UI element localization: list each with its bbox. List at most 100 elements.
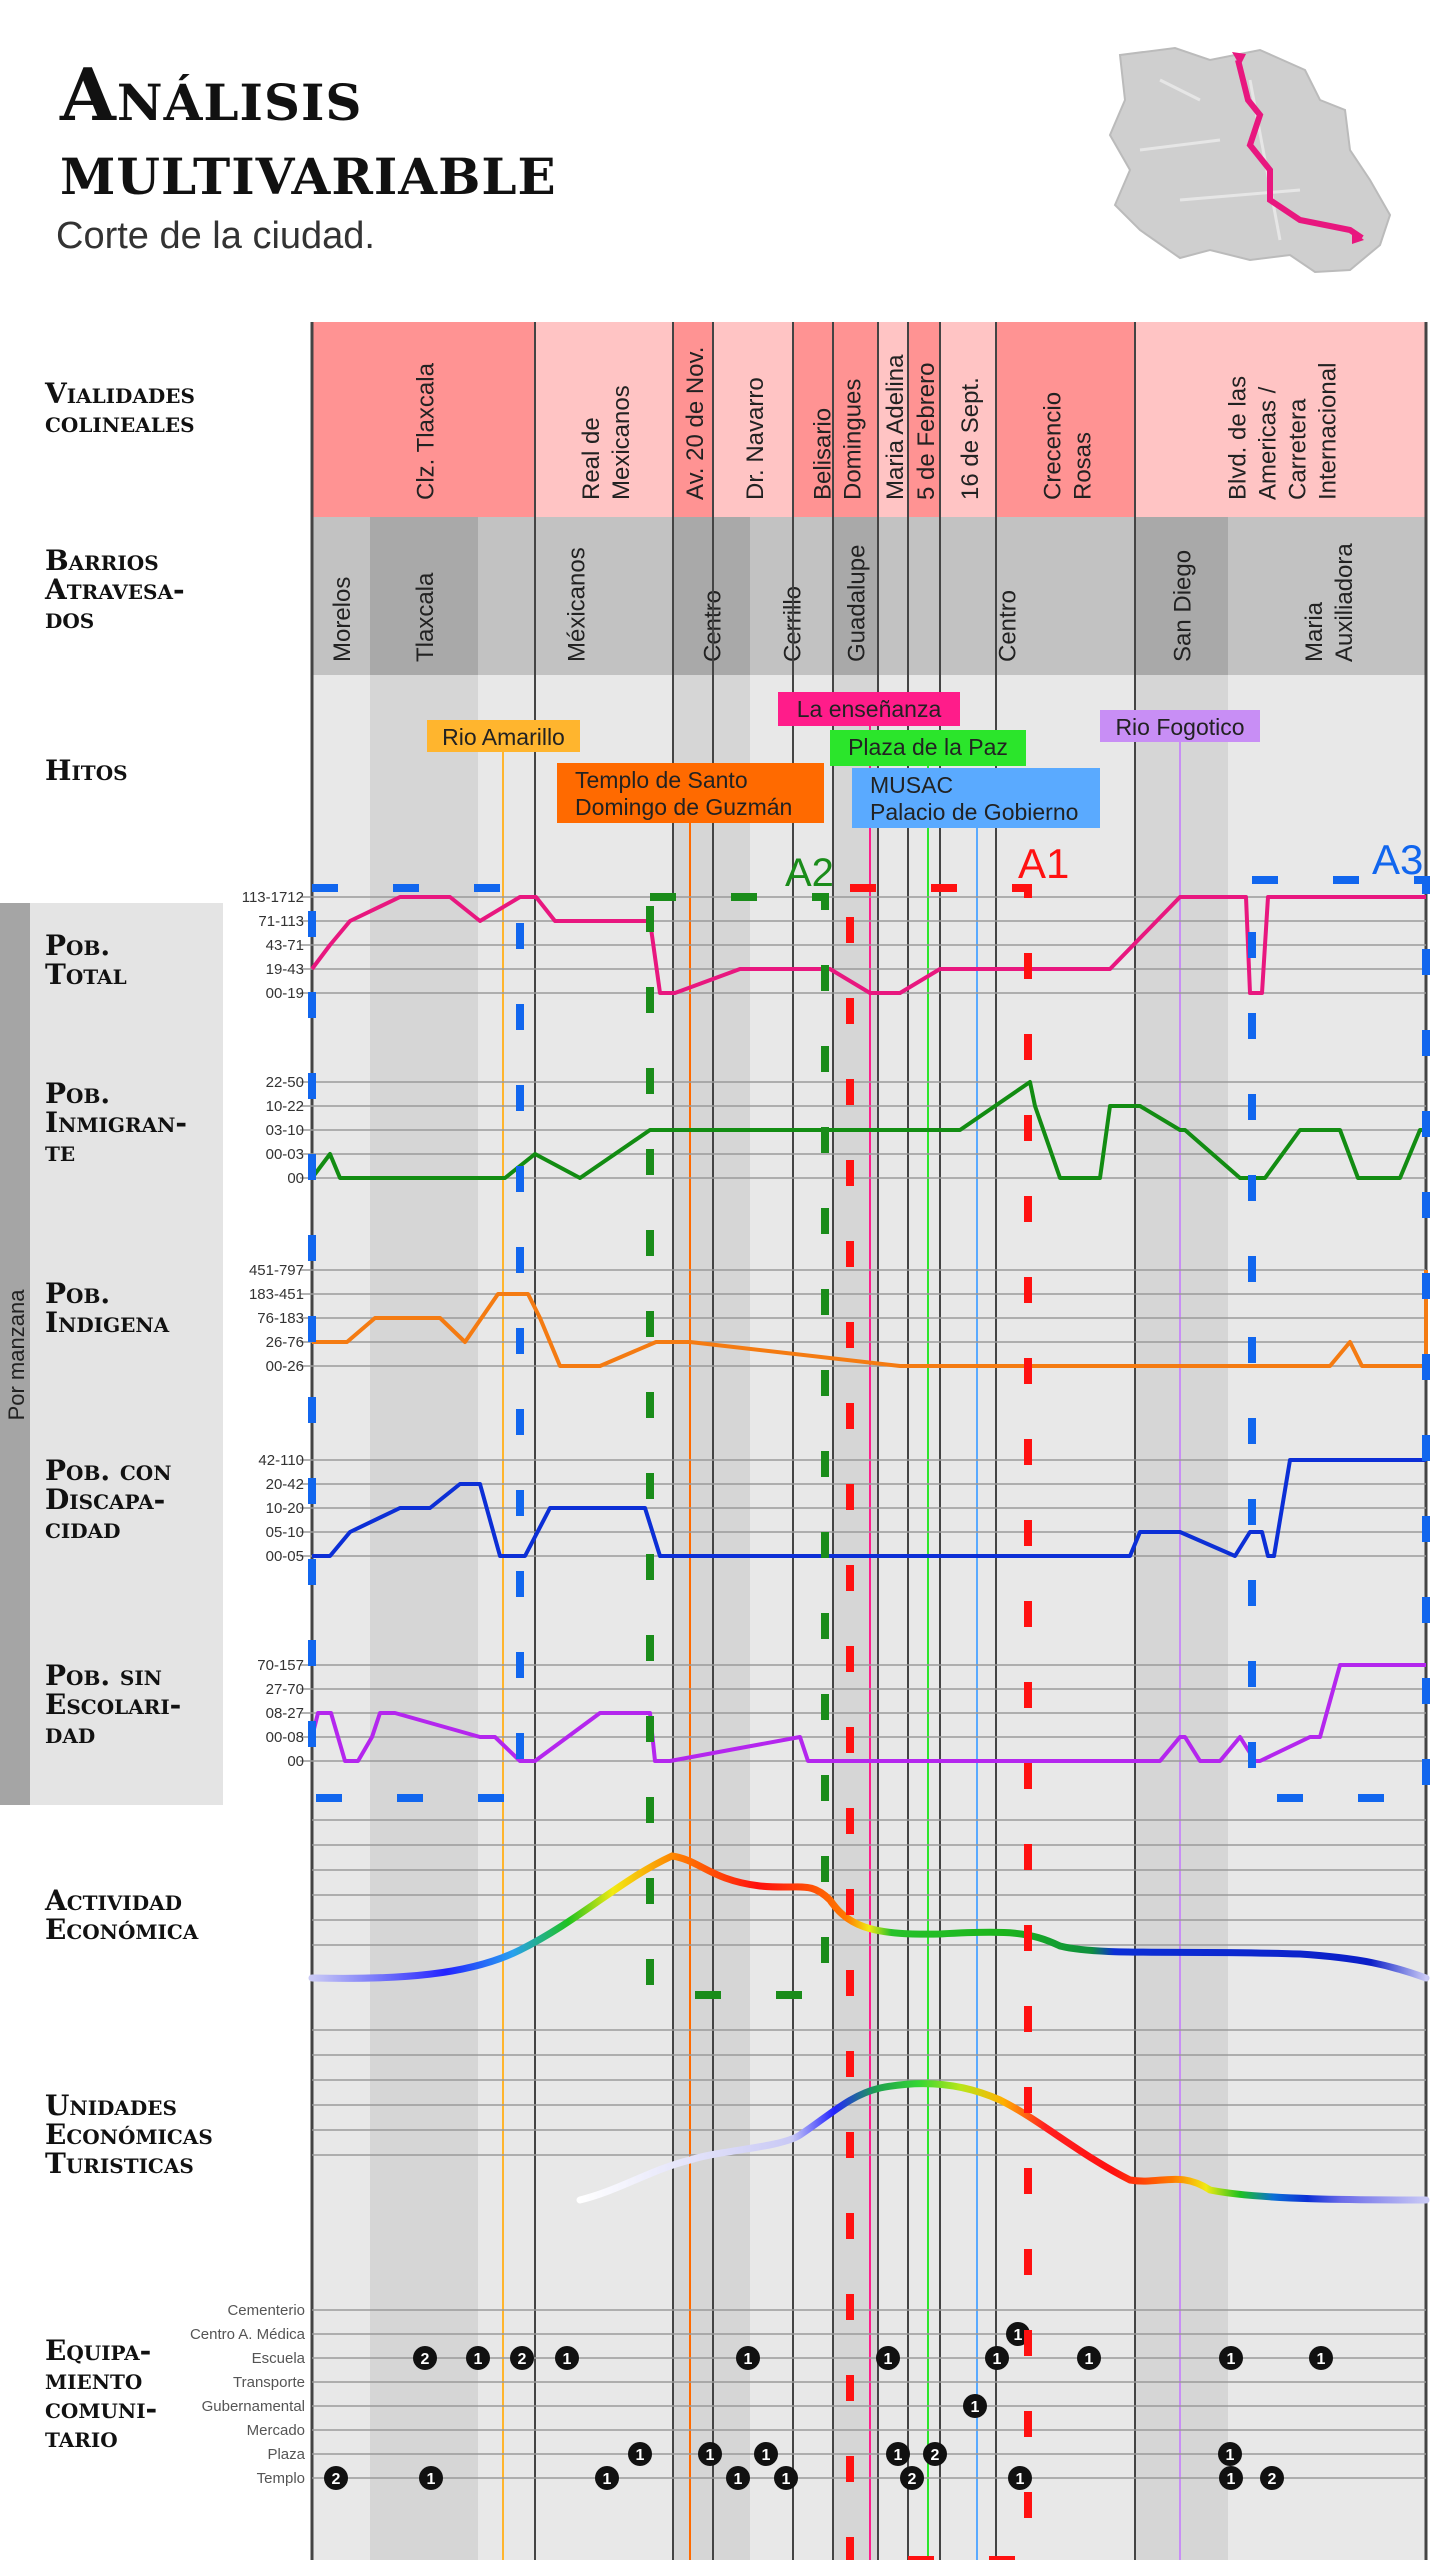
level-label: 00-19 xyxy=(266,985,304,1002)
equip-marker: 1 xyxy=(698,2442,722,2466)
street-label: Americas / xyxy=(1255,386,1282,500)
street-band-6 xyxy=(908,322,940,517)
equip-marker-dot xyxy=(900,2466,924,2490)
equip-marker-dot xyxy=(754,2442,778,2466)
unidades-curve xyxy=(576,2080,1430,2204)
equip-category-label: Cementerio xyxy=(227,2302,305,2319)
side-label: Por manzana xyxy=(4,1289,29,1421)
equip-marker-count: 1 xyxy=(971,2399,980,2416)
column-shade-4 xyxy=(750,675,833,2560)
street-label: Mexicanos xyxy=(608,385,635,500)
equip-marker-count: 2 xyxy=(332,2471,341,2488)
equip-marker-dot xyxy=(466,2346,490,2370)
street-band-5 xyxy=(878,322,908,517)
equip-marker-count: 2 xyxy=(421,2351,430,2368)
row-label-unidades: Turisticas xyxy=(45,2147,194,2180)
level-label: 00-26 xyxy=(266,1358,304,1375)
hito-label: Rio Fogotico xyxy=(1115,714,1244,740)
row-label-equipamiento: tario xyxy=(45,2421,118,2454)
street-label: Rosas xyxy=(1070,432,1097,500)
side-bar xyxy=(0,903,30,1805)
row-label-unidades: Unidades xyxy=(45,2089,177,2122)
equip-category-label: Mercado xyxy=(247,2422,305,2439)
equip-marker-dot xyxy=(1219,2346,1243,2370)
equip-marker-dot xyxy=(698,2442,722,2466)
street-band-2 xyxy=(673,322,713,517)
row-label-pob_sin_escolaridad: dad xyxy=(45,1717,95,1750)
equip-marker-count: 1 xyxy=(1016,2471,1025,2488)
equip-category-label: Templo xyxy=(257,2470,305,2487)
level-label: 20-42 xyxy=(266,1476,304,1493)
equip-marker: 1 xyxy=(466,2346,490,2370)
level-label: 00 xyxy=(287,1753,304,1770)
level-label: 00 xyxy=(287,1170,304,1187)
barrio-label: Centro xyxy=(995,590,1022,662)
equip-marker-count: 2 xyxy=(1268,2471,1277,2488)
barrio-band-7 xyxy=(1135,517,1228,675)
equip-category-label: Centro A. Médica xyxy=(190,2326,306,2343)
equip-marker-dot xyxy=(413,2346,437,2370)
equip-marker: 2 xyxy=(1260,2466,1284,2490)
equip-marker-count: 1 xyxy=(734,2471,743,2488)
hito-box-3 xyxy=(830,730,1026,766)
hito-box-2 xyxy=(778,692,960,726)
title-line-1: Análisis xyxy=(60,52,363,137)
barrio-label: Tlaxcala xyxy=(412,572,439,662)
level-label: 76-183 xyxy=(257,1310,304,1327)
street-label: Crecencio xyxy=(1040,392,1067,500)
equip-marker-dot xyxy=(1077,2346,1101,2370)
area-a3-left xyxy=(308,884,524,1802)
street-label: Internacional xyxy=(1315,363,1342,500)
equip-marker: 1 xyxy=(985,2346,1009,2370)
variable-total: 113-1712 71-113 43-71 19-43 00-19 xyxy=(242,889,1426,1002)
level-label: 08-27 xyxy=(266,1705,304,1722)
equip-marker: 2 xyxy=(900,2466,924,2490)
column-shade-2 xyxy=(478,675,673,2560)
equip-category-label: Gubernamental xyxy=(202,2398,305,2415)
street-band-4 xyxy=(793,322,878,517)
hito-box-0 xyxy=(427,720,580,752)
row-label-pob_inmigrante: te xyxy=(45,1135,75,1168)
equip-marker: 2 xyxy=(413,2346,437,2370)
level-label: 71-113 xyxy=(258,913,304,930)
level-label: 05-10 xyxy=(266,1524,304,1541)
level-label: 42-110 xyxy=(258,1452,304,1469)
hito-label: Palacio de Gobierno xyxy=(870,799,1078,825)
equip-category-label: Plaza xyxy=(267,2446,305,2463)
variable-indigena: 451-797 183-451 76-183 26-76 00-26 xyxy=(249,1262,1428,1375)
street-label: Real de xyxy=(578,417,605,500)
column-shade-8 xyxy=(1228,675,1426,2560)
series-line-sin_escolaridad xyxy=(310,1663,1426,1763)
barrio-band-6 xyxy=(878,517,1135,675)
street-label: Dr. Navarro xyxy=(742,377,769,500)
equip-marker: 1 xyxy=(1218,2442,1242,2466)
equip-marker-count: 1 xyxy=(894,2447,903,2464)
row-label-vialidades: colineales xyxy=(45,406,195,439)
equip-marker-dot xyxy=(876,2346,900,2370)
equip-marker-count: 1 xyxy=(636,2447,645,2464)
equip-category-label: Escuela xyxy=(252,2350,306,2367)
equip-marker-dot xyxy=(628,2442,652,2466)
equip-marker-dot xyxy=(1309,2346,1333,2370)
variable-sin_escolaridad: 70-157 27-70 08-27 00-08 00 xyxy=(257,1657,1426,1770)
equip-marker: 1 xyxy=(595,2466,619,2490)
area-a3-right xyxy=(1248,876,1430,1802)
row-label-barrios: Barrios xyxy=(45,544,159,577)
row-label-actividad: Económica xyxy=(45,1913,199,1946)
equip-marker-count: 1 xyxy=(1226,2447,1235,2464)
equip-marker: 2 xyxy=(510,2346,534,2370)
barrio-label: Morelos xyxy=(329,577,356,662)
equip-marker-dot xyxy=(419,2466,443,2490)
equip-marker-count: 2 xyxy=(518,2351,527,2368)
level-label: 70-157 xyxy=(257,1657,304,1674)
equip-marker-count: 2 xyxy=(931,2447,940,2464)
street-label: 5 de Febrero xyxy=(913,363,940,500)
row-label-actividad: Actividad xyxy=(44,1884,182,1917)
row-label-hitos: Hitos xyxy=(45,754,128,787)
column-shade-5 xyxy=(833,675,878,2560)
row-label-pob_sin_escolaridad: Pob. sin xyxy=(45,1659,162,1692)
equip-marker: 1 xyxy=(774,2466,798,2490)
barrio-label: Guadalupe xyxy=(844,545,871,662)
column-shade-0 xyxy=(312,675,370,2560)
actividad-curve xyxy=(308,1852,1430,1982)
